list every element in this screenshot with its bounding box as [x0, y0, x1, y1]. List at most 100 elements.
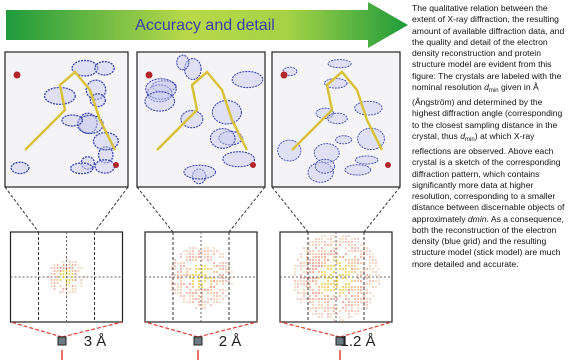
- reflection: [318, 313, 320, 315]
- reflection: [339, 289, 341, 291]
- reflection: [225, 271, 227, 273]
- reflection: [54, 267, 56, 269]
- reflection: [309, 283, 311, 285]
- reflection: [318, 241, 320, 243]
- reflection: [321, 241, 323, 243]
- reflection: [306, 277, 308, 279]
- reflection: [366, 289, 368, 291]
- reflection: [225, 268, 227, 270]
- reflection: [180, 283, 182, 285]
- reflection: [222, 262, 224, 264]
- reflection: [351, 247, 353, 249]
- reflection: [369, 253, 371, 255]
- reflection: [183, 274, 185, 276]
- reflection: [189, 298, 191, 300]
- reflection: [180, 268, 182, 270]
- reflection: [333, 307, 335, 309]
- reflection: [66, 288, 68, 290]
- reflection: [189, 253, 191, 255]
- density-mesh: [345, 165, 371, 175]
- reflection: [309, 241, 311, 243]
- reflection: [210, 256, 212, 258]
- atom: [14, 72, 21, 79]
- reflection: [318, 256, 320, 258]
- reflection: [174, 262, 176, 264]
- reflection: [315, 238, 317, 240]
- reflection: [324, 244, 326, 246]
- reflection: [345, 274, 347, 276]
- beam: [11, 322, 63, 337]
- reflection: [201, 289, 203, 291]
- reflection: [315, 265, 317, 267]
- reflection: [363, 244, 365, 246]
- reflection: [357, 292, 359, 294]
- reflection: [192, 301, 194, 303]
- reflection: [171, 265, 173, 267]
- reflection: [186, 259, 188, 261]
- reflection: [210, 298, 212, 300]
- reflection: [351, 271, 353, 273]
- beam: [145, 322, 198, 337]
- reflection: [366, 301, 368, 303]
- reflection: [201, 268, 203, 270]
- reflection: [342, 268, 344, 270]
- reflection: [363, 292, 365, 294]
- reflection: [207, 259, 209, 261]
- reflection: [216, 295, 218, 297]
- reflection: [312, 289, 314, 291]
- reflection: [336, 307, 338, 309]
- reflection: [51, 279, 53, 281]
- reflection: [198, 256, 200, 258]
- reflection: [213, 295, 215, 297]
- connector: [229, 187, 265, 232]
- reflection: [189, 274, 191, 276]
- reflection: [201, 286, 203, 288]
- reflection: [312, 262, 314, 264]
- reflection: [354, 265, 356, 267]
- reflection: [363, 286, 365, 288]
- reflection: [177, 277, 179, 279]
- reflection: [360, 301, 362, 303]
- reflection: [318, 307, 320, 309]
- reflection: [348, 241, 350, 243]
- reflection: [363, 247, 365, 249]
- reflection: [312, 292, 314, 294]
- reflection: [189, 259, 191, 261]
- reflection: [354, 286, 356, 288]
- reflection: [213, 265, 215, 267]
- reflection: [294, 283, 296, 285]
- reflection: [366, 292, 368, 294]
- reflection: [372, 295, 374, 297]
- reflection: [201, 265, 203, 267]
- reflection: [339, 238, 341, 240]
- reflection: [231, 271, 233, 273]
- connector: [364, 187, 400, 232]
- reflection: [312, 259, 314, 261]
- reflection: [354, 313, 356, 315]
- reflection: [333, 271, 335, 273]
- reflection: [66, 294, 68, 296]
- reflection: [324, 274, 326, 276]
- reflection: [63, 291, 65, 293]
- reflection: [324, 295, 326, 297]
- reflection: [354, 310, 356, 312]
- reflection: [174, 292, 176, 294]
- reflection: [315, 310, 317, 312]
- reflection: [195, 289, 197, 291]
- reflection: [201, 307, 203, 309]
- reflection: [207, 256, 209, 258]
- reflection: [330, 277, 332, 279]
- reflection: [330, 289, 332, 291]
- atom: [250, 162, 256, 168]
- reflection: [321, 253, 323, 255]
- reflection: [357, 304, 359, 306]
- subscript: min: [489, 88, 499, 94]
- reflection: [198, 280, 200, 282]
- reflection: [354, 280, 356, 282]
- reflection: [180, 274, 182, 276]
- reflection: [345, 271, 347, 273]
- reflection: [69, 264, 71, 266]
- reflection: [336, 286, 338, 288]
- reflection: [210, 259, 212, 261]
- reflection: [321, 286, 323, 288]
